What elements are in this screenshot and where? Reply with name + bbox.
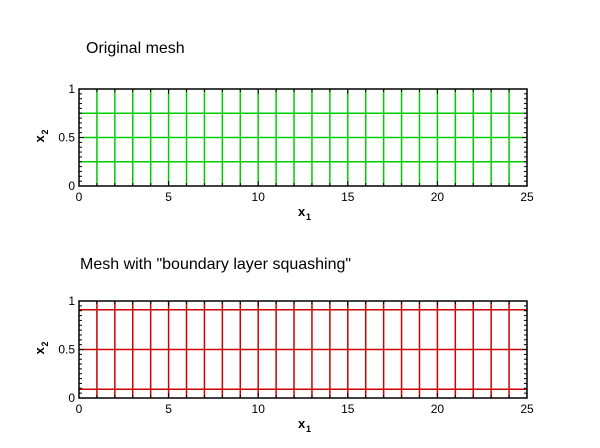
panel-1-title: Original mesh xyxy=(86,40,185,57)
panel-2-x-tick-label: 15 xyxy=(341,402,355,416)
panel-1-y-tick-label: 0 xyxy=(68,179,75,193)
panel-1-x-axis-label-sub: 1 xyxy=(306,212,311,222)
panel-2-y-axis-label-group: x2 xyxy=(32,341,50,354)
panel-2-y-tick-label: 1 xyxy=(68,294,75,308)
panel-1-y-tick-label: 0.5 xyxy=(58,131,75,145)
panel-2-title: Mesh with "boundary layer squashing" xyxy=(80,256,352,273)
panel-2-x-tick-label: 10 xyxy=(252,402,266,416)
panel-2-x-tick-label: 20 xyxy=(431,402,445,416)
panel-1-x-tick-label: 0 xyxy=(76,190,83,204)
panel-2-x-tick-label: 25 xyxy=(520,402,534,416)
panel-2-y-axis-label-sub: 2 xyxy=(40,341,50,346)
panel-1-x-tick-label: 15 xyxy=(341,190,355,204)
panel-1-x-tick-label: 5 xyxy=(165,190,172,204)
panel-1-y-axis-label-sub: 2 xyxy=(40,129,50,134)
panel-1-y-tick-label: 1 xyxy=(68,82,75,96)
panel-2-x-tick-label: 0 xyxy=(76,402,83,416)
panel-2-x-axis-label: x xyxy=(298,416,306,431)
panel-1-y-axis-label-group: x2 xyxy=(32,129,50,142)
panel-1-x-tick-label: 20 xyxy=(431,190,445,204)
panel-1-y-axis-label: x xyxy=(32,135,47,143)
panel-1-x-axis-label: x xyxy=(298,204,306,219)
panel-2-y-tick-label: 0 xyxy=(68,391,75,405)
panel-2-y-axis-label: x xyxy=(32,347,47,355)
panel-1-x-tick-label: 10 xyxy=(252,190,266,204)
panel-2-x-axis-label-sub: 1 xyxy=(306,424,311,434)
panel-2-x-tick-label: 5 xyxy=(165,402,172,416)
panel-1-x-tick-label: 25 xyxy=(520,190,534,204)
panel-2-y-tick-label: 0.5 xyxy=(58,343,75,357)
